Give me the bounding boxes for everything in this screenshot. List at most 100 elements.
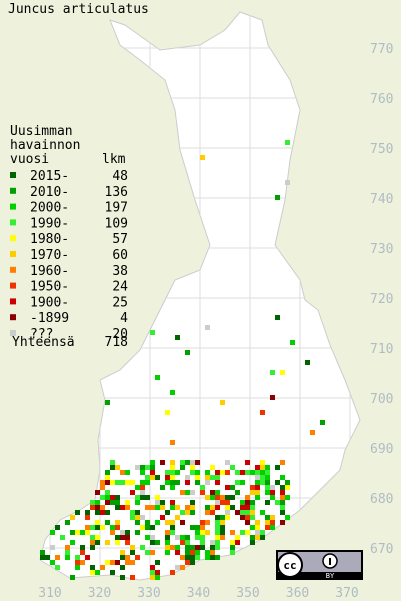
- y-grid-label: 710: [370, 342, 393, 357]
- observation-square: [115, 500, 120, 505]
- observation-square: [180, 535, 185, 540]
- observation-square: [145, 475, 150, 480]
- observation-square: [280, 495, 285, 500]
- observation-square: [90, 500, 95, 505]
- observation-square: [70, 530, 75, 535]
- observation-square: [60, 535, 65, 540]
- observation-square: [215, 520, 220, 525]
- observation-square: [255, 495, 260, 500]
- observation-square: [170, 485, 175, 490]
- observation-square: [190, 500, 195, 505]
- observation-square: [145, 495, 150, 500]
- observation-square: [205, 555, 210, 560]
- observation-square: [190, 560, 195, 565]
- observation-square: [135, 515, 140, 520]
- observation-square: [170, 460, 175, 465]
- observation-square: [265, 515, 270, 520]
- legend-swatch: [10, 251, 16, 257]
- legend-label: 2015-: [30, 169, 69, 184]
- observation-square: [200, 520, 205, 525]
- observation-square: [270, 520, 275, 525]
- observation-square: [165, 520, 170, 525]
- observation-square: [250, 540, 255, 545]
- observation-square: [280, 475, 285, 480]
- observation-square: [65, 555, 70, 560]
- observation-square: [135, 500, 140, 505]
- observation-square: [110, 495, 115, 500]
- legend-count: 48: [112, 169, 128, 184]
- observation-square: [150, 505, 155, 510]
- observation-square: [255, 535, 260, 540]
- observation-square: [125, 480, 130, 485]
- observation-square: [185, 510, 190, 515]
- observation-square: [150, 535, 155, 540]
- observation-square: [265, 465, 270, 470]
- observation-square: [95, 510, 100, 515]
- observation-square: [170, 440, 175, 445]
- observation-square: [170, 570, 175, 575]
- observation-square: [105, 510, 110, 515]
- observation-square: [185, 540, 190, 545]
- observation-square: [120, 575, 125, 580]
- observation-square: [280, 510, 285, 515]
- observation-square: [185, 460, 190, 465]
- observation-square: [180, 555, 185, 560]
- legend-label: 2000-: [30, 201, 69, 216]
- observation-square: [215, 475, 220, 480]
- observation-square: [160, 485, 165, 490]
- observation-square: [100, 495, 105, 500]
- observation-square: [280, 505, 285, 510]
- observation-square: [100, 485, 105, 490]
- observation-square: [285, 140, 290, 145]
- observation-square: [200, 490, 205, 495]
- observation-square: [225, 460, 230, 465]
- legend-swatch: [10, 187, 16, 194]
- observation-square: [220, 530, 225, 535]
- observation-square: [150, 525, 155, 530]
- observation-square: [255, 480, 260, 485]
- observation-square: [275, 465, 280, 470]
- observation-square: [80, 545, 85, 550]
- observation-square: [280, 485, 285, 490]
- observation-square: [210, 505, 215, 510]
- observation-square: [265, 485, 270, 490]
- observation-square: [205, 510, 210, 515]
- observation-square: [280, 370, 285, 375]
- observation-square: [235, 535, 240, 540]
- observation-square: [250, 490, 255, 495]
- observation-square: [240, 470, 245, 475]
- observation-square: [130, 545, 135, 550]
- legend-swatch: [10, 282, 16, 289]
- observation-square: [190, 460, 195, 465]
- observation-square: [75, 560, 80, 565]
- observation-square: [145, 465, 150, 470]
- observation-square: [95, 540, 100, 545]
- observation-square: [185, 535, 190, 540]
- observation-square: [165, 535, 170, 540]
- observation-square: [270, 490, 275, 495]
- observation-square: [150, 475, 155, 480]
- observation-square: [170, 480, 175, 485]
- observation-square: [115, 520, 120, 525]
- observation-square: [225, 510, 230, 515]
- observation-square: [130, 490, 135, 495]
- observation-square: [105, 400, 110, 405]
- observation-square: [320, 420, 325, 425]
- observation-square: [245, 530, 250, 535]
- observation-square: [285, 495, 290, 500]
- observation-square: [210, 540, 215, 545]
- observation-square: [210, 545, 215, 550]
- observation-square: [160, 500, 165, 505]
- observation-square: [115, 560, 120, 565]
- observation-square: [140, 545, 145, 550]
- x-grid-label: 320: [88, 586, 111, 601]
- observation-square: [65, 545, 70, 550]
- observation-square: [235, 490, 240, 495]
- observation-square: [95, 525, 100, 530]
- legend-swatch: [10, 203, 16, 210]
- observation-square: [245, 505, 250, 510]
- observation-square: [85, 530, 90, 535]
- observation-square: [170, 525, 175, 530]
- observation-square: [170, 505, 175, 510]
- observation-square: [165, 510, 170, 515]
